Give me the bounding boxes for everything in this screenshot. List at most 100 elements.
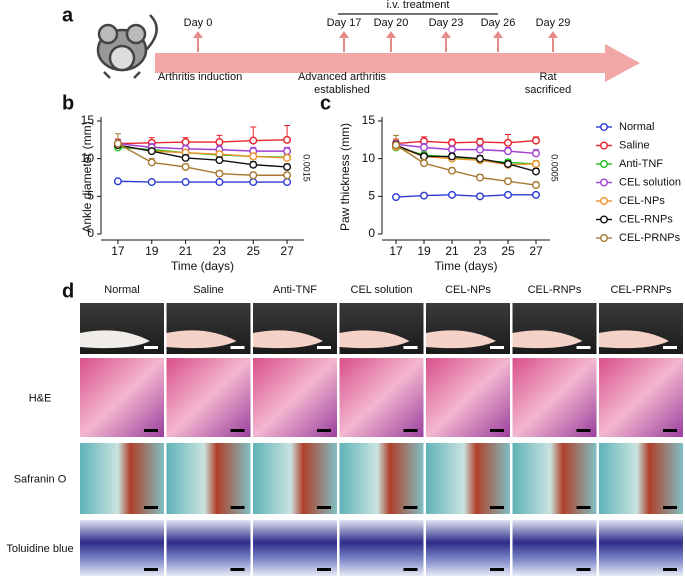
legend-marker xyxy=(600,141,609,150)
scale-bar xyxy=(144,568,158,571)
x-tick-label: 17 xyxy=(111,244,125,258)
data-point xyxy=(283,135,292,144)
p-value: 0.0015 xyxy=(302,154,312,182)
data-point xyxy=(249,136,258,145)
micrograph xyxy=(426,443,510,514)
legend-marker xyxy=(600,178,609,187)
scale-bar xyxy=(490,506,504,509)
micrograph xyxy=(253,358,337,437)
scale-bar xyxy=(403,506,418,509)
micrograph xyxy=(426,358,510,437)
x-tick-label: 25 xyxy=(247,244,261,258)
x-axis-label: Time (days) xyxy=(435,259,498,273)
data-point xyxy=(420,191,429,200)
x-tick-label: 23 xyxy=(213,244,227,258)
data-point xyxy=(283,171,292,180)
paw xyxy=(339,330,410,349)
data-point xyxy=(249,152,258,161)
event-label: Arthritis induction xyxy=(158,71,242,83)
x-tick-label: 23 xyxy=(473,244,487,258)
data-point xyxy=(476,154,485,163)
scale-bar xyxy=(230,568,245,571)
p-value: 0.0005 xyxy=(550,154,560,182)
legend-label: Saline xyxy=(619,139,650,151)
scale-bar xyxy=(317,346,331,349)
data-point xyxy=(504,177,513,186)
scale-bar xyxy=(490,346,504,349)
y-tick-label: 5 xyxy=(87,189,94,203)
data-point xyxy=(249,171,258,180)
legend-marker xyxy=(600,233,609,242)
series-line xyxy=(395,144,537,173)
data-point xyxy=(532,190,541,199)
data-point xyxy=(181,153,190,162)
data-point xyxy=(215,169,224,178)
scale-bar xyxy=(663,429,677,432)
micrograph xyxy=(253,443,337,514)
column-label: Normal xyxy=(104,284,139,296)
paw xyxy=(166,330,237,349)
legend-marker xyxy=(600,159,609,168)
data-point xyxy=(476,138,485,147)
micrograph xyxy=(166,443,251,514)
paw xyxy=(599,330,669,349)
y-tick-label: 10 xyxy=(81,151,95,165)
day-label: Day 17 xyxy=(327,17,362,29)
data-point xyxy=(420,159,429,168)
series-line xyxy=(395,144,537,186)
series-line xyxy=(117,139,288,145)
legend-label: Anti-TNF xyxy=(619,158,663,170)
row-label: H&E xyxy=(29,392,52,404)
series-line xyxy=(117,142,288,176)
micrograph xyxy=(166,520,251,576)
legend-label: CEL solution xyxy=(619,176,681,188)
micrograph xyxy=(80,358,164,437)
micrograph xyxy=(339,358,424,437)
y-tick-label: 5 xyxy=(368,189,375,203)
x-tick-label: 17 xyxy=(389,244,403,258)
event-label: established xyxy=(314,84,370,96)
paw xyxy=(253,330,323,349)
scale-bar xyxy=(403,429,418,432)
data-point xyxy=(283,178,292,187)
row-label: Safranin O xyxy=(14,473,67,485)
data-point xyxy=(392,193,401,202)
legend-label: Normal xyxy=(619,121,654,133)
y-axis-label: Paw thickness (mm) xyxy=(338,123,352,231)
micrograph xyxy=(166,358,251,437)
y-tick-label: 0 xyxy=(87,226,94,240)
data-point xyxy=(215,138,224,147)
data-point xyxy=(532,149,541,158)
x-tick-label: 19 xyxy=(145,244,159,258)
y-tick-label: 0 xyxy=(368,226,375,240)
data-point xyxy=(113,139,122,148)
scale-bar xyxy=(403,568,418,571)
data-point xyxy=(215,156,224,165)
data-point xyxy=(532,181,541,190)
paw xyxy=(426,330,496,349)
micrograph xyxy=(80,443,164,514)
day-label: Day 20 xyxy=(374,17,409,29)
data-point xyxy=(283,153,292,162)
panel-label: d xyxy=(62,280,74,302)
data-point xyxy=(504,190,513,199)
legend-label: CEL-RNPs xyxy=(619,213,673,225)
series-line xyxy=(117,144,288,168)
data-point xyxy=(420,143,429,152)
data-point xyxy=(448,166,457,175)
day-arrowhead xyxy=(548,31,558,38)
panel-label: c xyxy=(320,92,331,114)
scale-bar xyxy=(317,506,331,509)
scale-bar xyxy=(144,429,158,432)
x-tick-label: 21 xyxy=(445,244,459,258)
data-point xyxy=(420,152,429,161)
micrograph xyxy=(253,520,337,576)
panel-label: a xyxy=(62,4,74,26)
scale-bar xyxy=(317,429,331,432)
scale-bar xyxy=(663,346,677,349)
legend-label: CEL-PRNPs xyxy=(619,232,681,244)
x-axis-label: Time (days) xyxy=(171,259,234,273)
micrograph xyxy=(426,520,510,576)
scale-bar xyxy=(663,568,677,571)
micrograph xyxy=(512,443,597,514)
